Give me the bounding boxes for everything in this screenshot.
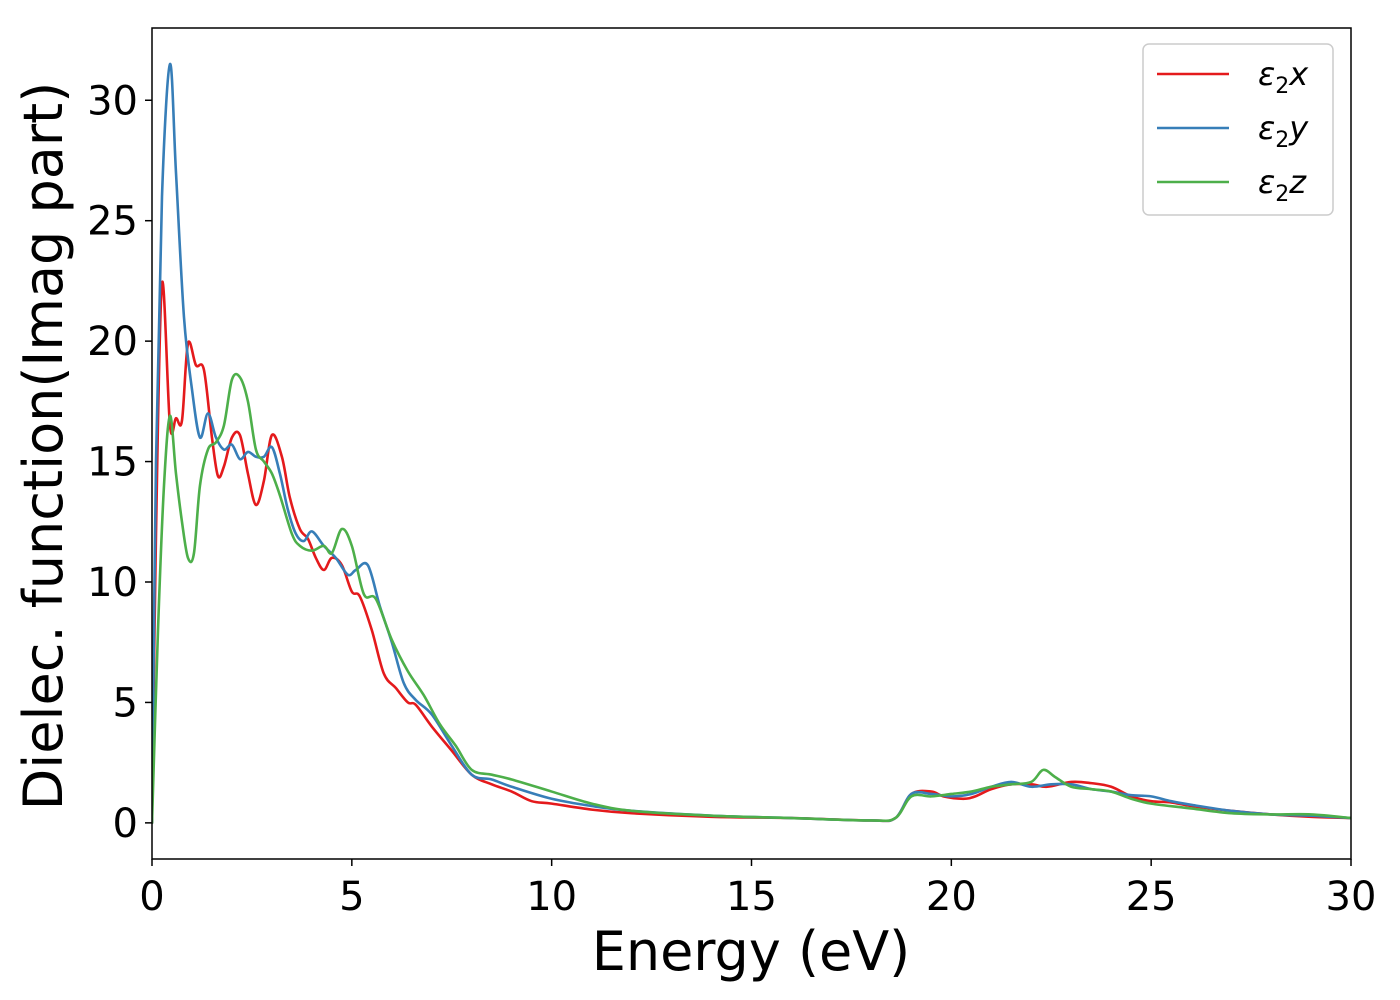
y-tick-label: 20 — [87, 319, 138, 365]
legend-symbol: ε — [1258, 163, 1275, 201]
x-tick-label: 5 — [339, 874, 364, 920]
legend-label-z: ε2z — [1258, 163, 1307, 207]
x-tick-label: 0 — [139, 874, 164, 920]
x-tick-label: 25 — [1126, 874, 1177, 920]
legend-component: x — [1288, 55, 1309, 93]
x-tick-label: 30 — [1326, 874, 1377, 920]
legend-label-y: ε2y — [1258, 109, 1309, 153]
y-tick-label: 10 — [87, 560, 138, 606]
y-axis-title: Dielec. function(Imag part) — [12, 82, 75, 811]
legend-component: z — [1288, 163, 1307, 201]
series-lines — [152, 62, 1351, 825]
legend-symbol: ε — [1258, 109, 1275, 147]
legend-symbol: ε — [1258, 55, 1275, 93]
series-line-y — [152, 62, 1351, 825]
x-tick-label: 15 — [726, 874, 777, 920]
legend-subscript: 2 — [1275, 128, 1289, 153]
legend-label-x: ε2x — [1258, 55, 1309, 99]
x-axis-title: Energy (eV) — [592, 920, 911, 983]
legend-subscript: 2 — [1275, 74, 1289, 99]
plot-frame — [151, 27, 1352, 860]
axis-ticks: 0 5 10 15 20 25 30 0 5 10 15 20 25 30 — [87, 78, 1376, 920]
y-tick-label: 5 — [113, 680, 138, 726]
x-tick-label: 20 — [926, 874, 977, 920]
y-tick-label: 25 — [87, 199, 138, 245]
legend-component: y — [1288, 109, 1309, 147]
y-tick-label: 30 — [87, 78, 138, 124]
legend-subscript: 2 — [1275, 182, 1289, 207]
y-tick-label: 15 — [87, 440, 138, 486]
y-tick-label: 0 — [113, 801, 138, 847]
series-line-z — [152, 372, 1351, 825]
legend-box — [1142, 43, 1334, 216]
x-tick-label: 10 — [526, 874, 577, 920]
